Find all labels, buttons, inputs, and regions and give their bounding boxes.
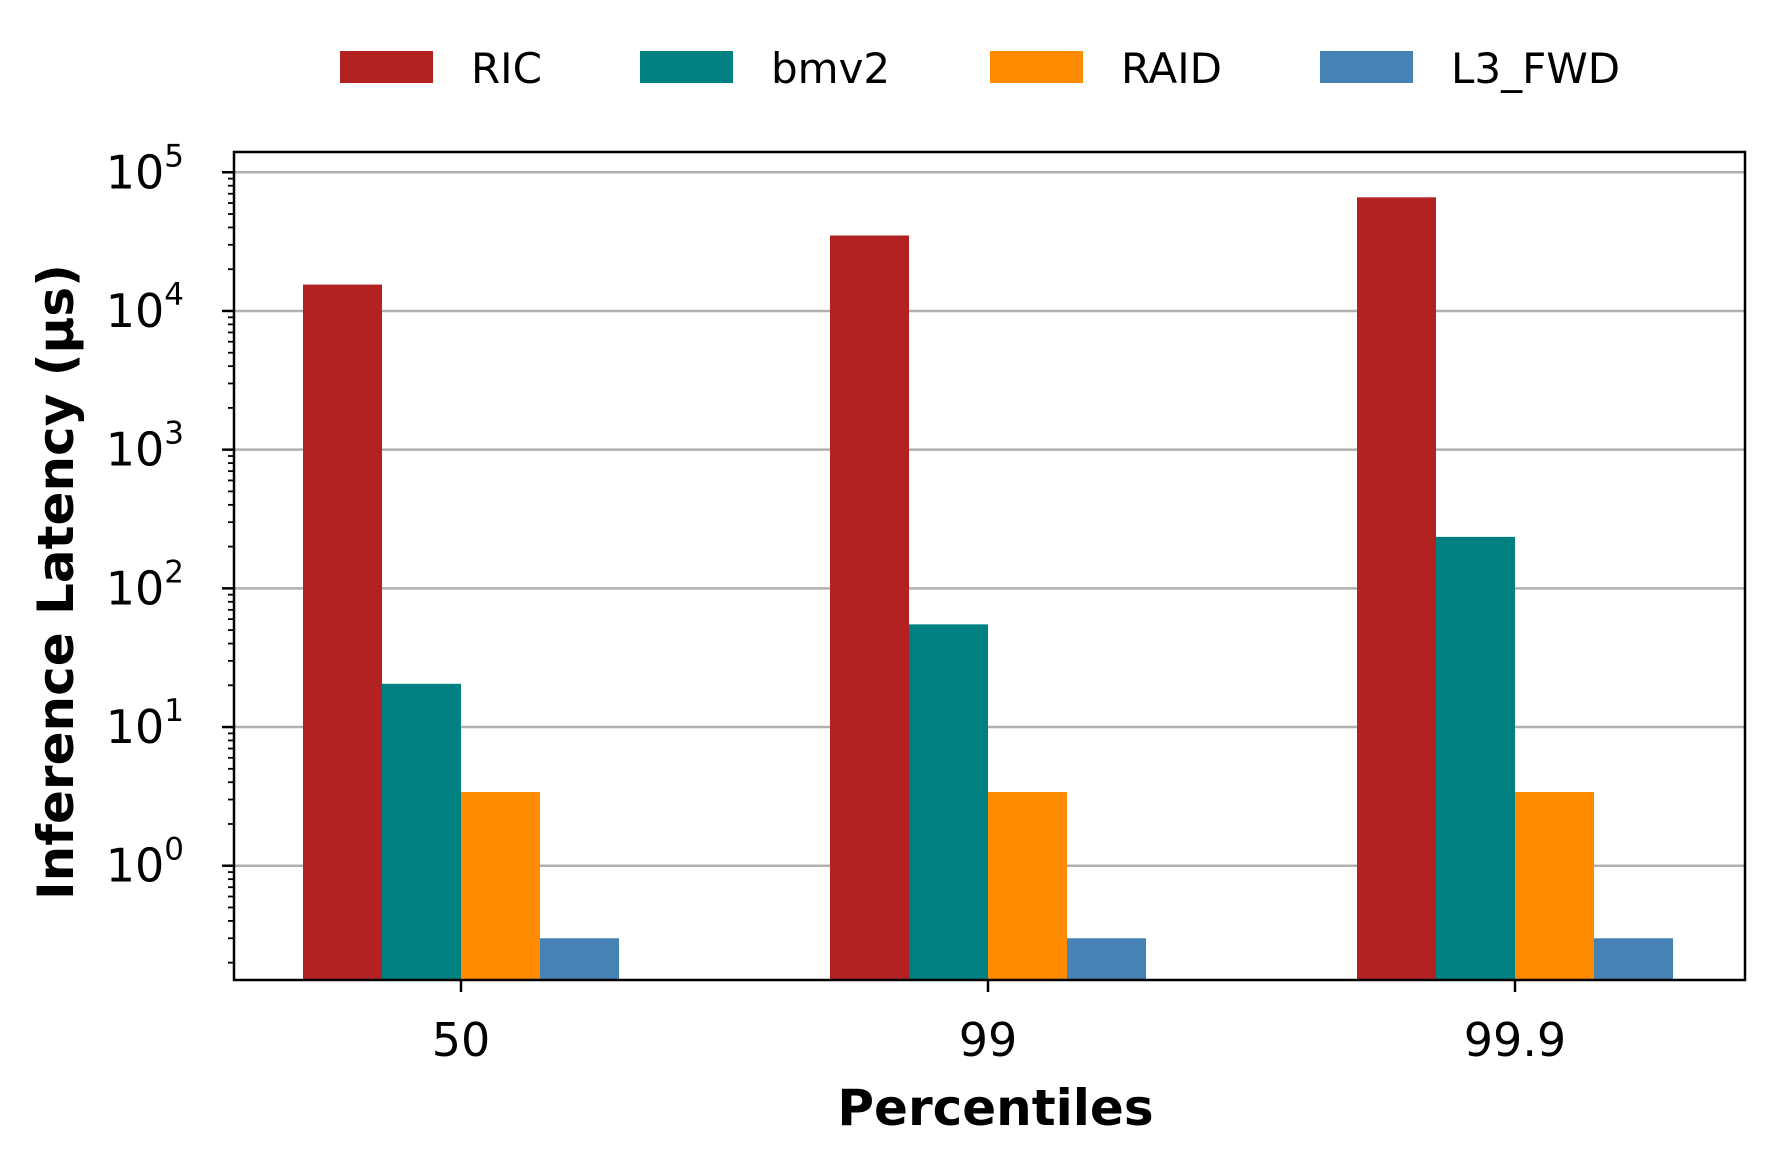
bar-bmv2-99 (909, 624, 988, 980)
y-tick-label: 101 (106, 693, 184, 754)
legend-label-raid: RAID (1121, 44, 1222, 93)
legend-label-l3-fwd: L3_FWD (1451, 44, 1620, 93)
y-axis: 100 101 102 103 104 105 (106, 138, 234, 964)
y-tick-label: 103 (106, 416, 184, 477)
legend-label-bmv2: bmv2 (771, 44, 890, 93)
bar-bmv2-50 (382, 683, 461, 980)
bar-bmv2-99-9 (1436, 536, 1515, 980)
bar-l3-fwd-99-9 (1594, 938, 1673, 980)
legend: RIC bmv2 RAID L3_FWD (340, 44, 1620, 93)
bar-l3-fwd-99 (1067, 938, 1146, 980)
y-tick-label: 102 (106, 554, 184, 615)
y-tick-label: 104 (106, 277, 184, 338)
bar-l3-fwd-50 (540, 938, 619, 980)
x-axis-title: Percentiles (837, 1079, 1153, 1137)
bar-raid-99 (988, 792, 1067, 980)
y-axis-title: Inference Latency (μs) (27, 264, 85, 900)
y-tick-label: 105 (106, 138, 184, 199)
bar-ric-50 (303, 284, 382, 980)
y-tick-label: 100 (106, 832, 184, 893)
bar-ric-99-9 (1357, 197, 1436, 980)
x-tick-label: 99.9 (1464, 1013, 1566, 1067)
plot-frame (232, 150, 1747, 982)
x-tick-label: 99 (959, 1013, 1018, 1067)
legend-swatch-l3-fwd (1320, 51, 1413, 83)
x-tick-label: 50 (432, 1013, 491, 1067)
legend-swatch-raid (990, 51, 1083, 83)
x-axis: 50 99 99.9 (432, 980, 1566, 1067)
legend-swatch-bmv2 (640, 51, 733, 83)
bar-raid-50 (461, 792, 540, 980)
legend-label-ric: RIC (471, 44, 542, 93)
bar-ric-99 (830, 235, 909, 980)
bars (303, 197, 1673, 980)
legend-swatch-ric (340, 51, 433, 83)
bar-raid-99-9 (1515, 792, 1594, 980)
